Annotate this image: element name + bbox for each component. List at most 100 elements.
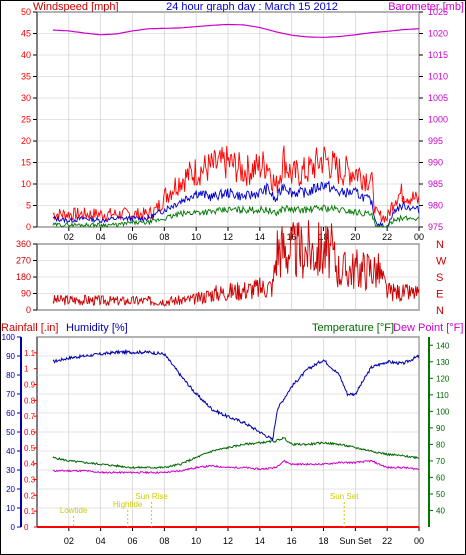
humidity-x-tick-label: 22 (382, 536, 392, 546)
humidity-y-tick-label: 10 (6, 504, 15, 513)
humidity-y-tick-label: 90 (6, 352, 15, 361)
temperature-y-tick-label: 70 (436, 457, 445, 466)
temperature-y-tick-label: 140 (436, 341, 450, 350)
humidity-ticks: 0 10 20 30 40 50 60 70 80 90 100 (2, 333, 21, 532)
compass-label: N (436, 305, 444, 317)
wind-y-tick-label: 10 (21, 179, 31, 189)
sunrise-label: Sun Rise (135, 492, 168, 501)
humidity-y-tick-label: 60 (6, 409, 15, 418)
direction-y-tick-label: 90 (21, 289, 31, 299)
windspeed-low-line (52, 204, 420, 229)
rain-y-tick-label: 0.9 (24, 381, 36, 390)
temperature-y-tick-label: 50 (436, 490, 445, 499)
temperature-legend-label: Temperature [°F] (312, 322, 394, 334)
barometer-axis-title: Barometer [mb] (388, 1, 464, 13)
humidity-y-tick-label: 20 (6, 485, 15, 494)
rain-y-tick-label: 0.4 (24, 460, 36, 469)
humidity-y-tick-label: 0 (11, 523, 16, 532)
barometer-line (52, 23, 420, 39)
temperature-y-tick-label: 80 (436, 440, 445, 449)
barometer-y-tick-label: 1010 (428, 72, 448, 82)
rain-y-tick-label: 1.1 (24, 349, 36, 358)
rain-humidity-temp-panel: 0 0.1 0.2 0.3 0.4 0.5 0.6 0.7 0.8 0.9 1 1.1 0 10 20 30… (2, 333, 450, 546)
wind-y-tick-label: 0 (26, 222, 31, 232)
barometer-y-tick-label: 995 (428, 136, 443, 146)
wind-y-tick-label: 30 (21, 93, 31, 103)
temperature-ticks: 40 50 60 70 80 90 100 110 120 130 140 (429, 341, 450, 515)
humidity-x-tick-label: 02 (64, 536, 74, 546)
wind-x-tick-label: 12 (223, 232, 233, 242)
humidity-x-tick-label: 04 (96, 536, 106, 546)
direction-y-tick-label: 270 (16, 256, 31, 266)
rain-y-tick-label: 0.6 (24, 428, 36, 437)
humidity-x-tick-label: 08 (159, 536, 169, 546)
humidity-x-tick-label: 00 (414, 536, 424, 546)
wind-y-tick-label: 5 (26, 201, 31, 211)
wind-y-tick-label: 20 (21, 136, 31, 146)
temperature-y-tick-label: 130 (436, 358, 450, 367)
temperature-y-tick-label: 40 (436, 506, 445, 515)
barometer-y-tick-label: 1020 (428, 29, 448, 39)
rain-y-tick-label: 0 (24, 523, 29, 532)
hightide-label: Hightide (113, 500, 143, 509)
lowtide-label: Lowtide (60, 506, 88, 515)
barometer-y-tick-label: 1005 (428, 93, 448, 103)
temperature-y-tick-label: 90 (436, 424, 445, 433)
wind-x-tick-label: 10 (191, 232, 201, 242)
wind-series-group (52, 23, 420, 229)
wind-y-tick-label: 50 (21, 7, 31, 17)
wind-x-tick-label: 08 (159, 232, 169, 242)
wind-direction-line (52, 220, 420, 307)
wind-x-tick-label: 22 (382, 232, 392, 242)
humidity-y-tick-label: 70 (6, 390, 15, 399)
dewpoint-legend-label: Dew Point [°F] (393, 322, 463, 334)
direction-y-tick-label: 360 (16, 239, 31, 249)
wind-x-tick-label: 02 (64, 232, 74, 242)
barometer-y-tick-label: 1025 (428, 7, 448, 17)
barometer-y-tick-label: 985 (428, 179, 443, 189)
humidity-x-tick-label: 12 (223, 536, 233, 546)
temperature-y-tick-label: 110 (436, 391, 449, 400)
humidity-line (52, 348, 420, 442)
wind-x-tick-label: 20 (350, 232, 360, 242)
wind-left-ticks: 0 5 10 15 20 25 30 35 40 45 50 (21, 7, 37, 232)
barometer-y-tick-label: 990 (428, 158, 443, 168)
wind-y-tick-label: 15 (21, 158, 31, 168)
barometer-y-tick-label: 1015 (428, 50, 448, 60)
compass-label: E (436, 289, 443, 301)
humidity-y-tick-label: 40 (6, 447, 15, 456)
temperature-y-tick-label: 60 (436, 473, 445, 482)
humidity-series-group (37, 348, 420, 528)
temperature-line (52, 436, 420, 470)
windspeed-average-line (52, 179, 420, 228)
barometer-y-tick-label: 980 (428, 201, 443, 211)
humidity-legend-label: Humidity [%] (66, 322, 128, 334)
humidity-x-tick-label: 16 (287, 536, 297, 546)
temperature-y-tick-label: 120 (436, 374, 450, 383)
direction-y-tick-label: 0 (26, 305, 31, 315)
sunset-label: Sun Set (330, 492, 359, 501)
windspeed-high-line (52, 145, 420, 223)
humidity-x-tick-label: Sun Set (339, 536, 372, 546)
rain-y-tick-label: 0.8 (24, 396, 36, 405)
compass-label: W (436, 256, 447, 268)
wind-x-tick-label: 06 (127, 232, 137, 242)
wind-y-tick-label: 40 (21, 50, 31, 60)
humidity-x-tick-label: 18 (318, 536, 328, 546)
temperature-y-tick-label: 100 (436, 407, 450, 416)
wind-y-tick-label: 35 (21, 72, 31, 82)
barometer-y-tick-label: 975 (428, 222, 443, 232)
direction-series-group (52, 220, 420, 307)
humidity-y-tick-label: 30 (6, 466, 15, 475)
humidity-y-tick-label: 100 (2, 333, 16, 342)
rain-y-tick-label: 0.2 (24, 491, 36, 500)
windspeed-axis-title: Windspeed [mph] (33, 1, 119, 13)
compass-label: N (436, 239, 444, 251)
rain-y-tick-label: 0.7 (24, 412, 36, 421)
direction-left-ticks: 0 90 180 270 360 (16, 239, 37, 315)
page-title: 24 hour graph day : March 15 2012 (166, 1, 338, 13)
